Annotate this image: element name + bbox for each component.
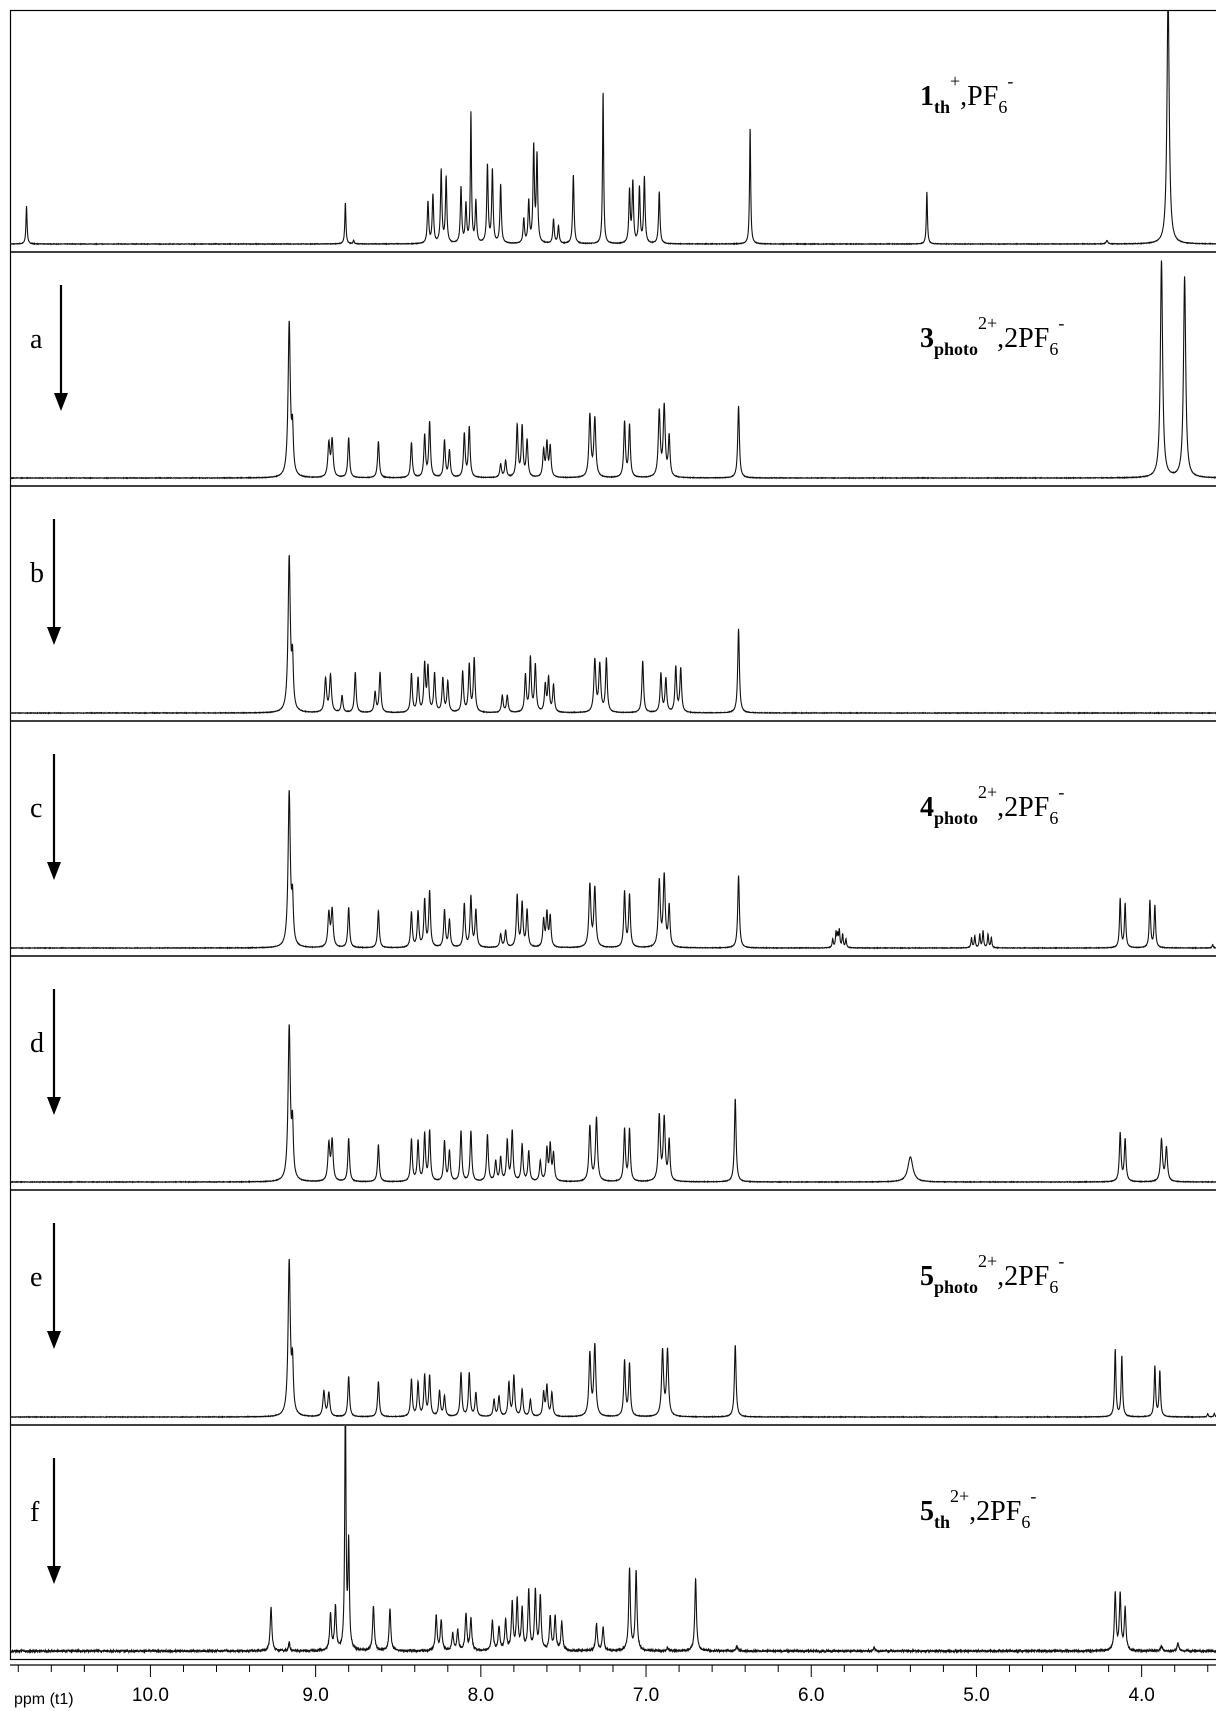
x-tick-label: 8.0: [468, 1685, 494, 1706]
x-tick-label: 10.0: [132, 1685, 169, 1706]
x-tick-label: 4.0: [1128, 1685, 1154, 1706]
panel-letter: a: [30, 324, 43, 355]
spectrum-panel-ref: 1th+,PF6-: [10, 11, 1216, 246]
x-tick-label: 9.0: [302, 1685, 328, 1706]
compound-label: 3photo2+,2PF6-: [920, 313, 1064, 359]
x-tick-label: 5.0: [963, 1685, 989, 1706]
panel-letter: f: [30, 1497, 40, 1528]
spectrum-panel-e: e 5photo2+,2PF6-: [10, 1223, 1216, 1419]
panel-letter: e: [30, 1262, 42, 1293]
arrow-head: [54, 393, 68, 411]
spectrum-trace: [10, 1258, 1216, 1419]
spectrum-panel-a: a 3photo2+,2PF6-: [10, 260, 1216, 480]
compound-label: 4photo2+,2PF6-: [920, 782, 1064, 828]
compound-label: 5photo2+,2PF6-: [920, 1251, 1064, 1297]
spectrum-panel-d: d: [10, 989, 1216, 1184]
arrow-head: [47, 1566, 61, 1584]
arrow-head: [47, 627, 61, 645]
spectrum-trace: [10, 790, 1216, 950]
x-tick-label: 7.0: [633, 1685, 659, 1706]
spectrum-trace: [10, 11, 1216, 246]
arrow-head: [47, 1097, 61, 1115]
arrow-head: [47, 862, 61, 880]
figure-frame: [9, 9, 1216, 1661]
spectrum-trace: [10, 1426, 1216, 1655]
spectrum-trace: [10, 1024, 1216, 1184]
spectrum-panel-f: f 5th2+,2PF6-: [10, 1426, 1216, 1655]
spectrum-panel-c: c 4photo2+,2PF6-: [10, 754, 1216, 950]
spectrum-panel-b: b: [10, 519, 1216, 715]
panel-letter: b: [30, 558, 44, 589]
compound-label: 5th2+,2PF6-: [920, 1486, 1036, 1532]
x-tick-label: 6.0: [798, 1685, 824, 1706]
panel-letter: c: [30, 793, 42, 824]
compound-label: 1th+,PF6-: [920, 71, 1013, 117]
spectrum-trace: [10, 554, 1216, 715]
arrow-head: [47, 1331, 61, 1349]
panel-letter: d: [30, 1028, 44, 1059]
x-axis-label: ppm (t1): [14, 1691, 74, 1708]
spectrum-trace: [10, 260, 1216, 480]
